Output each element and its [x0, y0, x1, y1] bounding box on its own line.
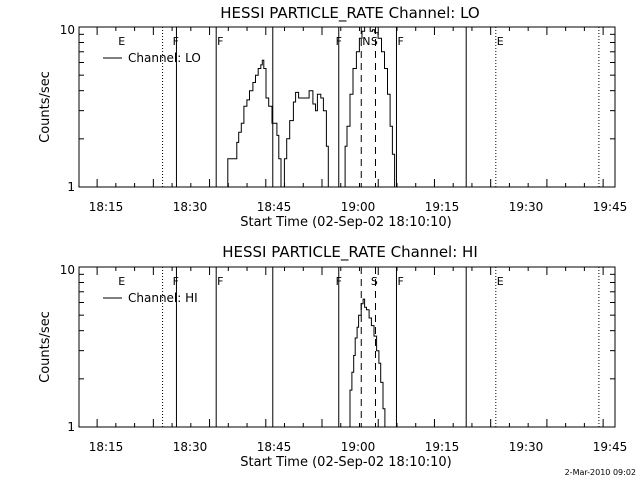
- flag-label: S: [371, 35, 378, 48]
- x-tick-label: 19:30: [509, 440, 544, 454]
- x-tick-label: 18:15: [89, 440, 124, 454]
- flag-label: E: [497, 35, 504, 48]
- flag-label: E: [118, 35, 125, 48]
- flag-label: F: [173, 275, 179, 288]
- x-tick-label: 19:45: [593, 200, 628, 214]
- x-tick-label: 19:15: [425, 200, 460, 214]
- x-tick-label: 19:15: [425, 440, 460, 454]
- plot-frame: [78, 26, 616, 188]
- series-line: [348, 298, 386, 428]
- y-tick-label-1: 1: [67, 420, 75, 434]
- panel-lo-chart: HESSI PARTICLE_RATE Channel: LO Counts/s…: [38, 4, 627, 230]
- chart-title: HESSI PARTICLE_RATE Channel: LO: [220, 4, 479, 23]
- y-axis-label: Counts/sec: [38, 71, 53, 143]
- panel-hi-chart: HESSI PARTICLE_RATE Channel: HI Counts/s…: [38, 243, 627, 470]
- flag-label: E: [118, 275, 125, 288]
- flag-label: S: [371, 275, 378, 288]
- x-tick-label: 18:30: [173, 440, 208, 454]
- x-tick-label: 19:30: [509, 200, 544, 214]
- flag-label: F: [217, 35, 223, 48]
- plot-frame: [78, 266, 616, 428]
- x-tick-label: 18:15: [89, 200, 124, 214]
- chart-title: HESSI PARTICLE_RATE Channel: HI: [222, 243, 478, 262]
- flag-label: F: [397, 275, 403, 288]
- y-tick-label-10: 10: [60, 23, 75, 37]
- flag-label: F: [336, 275, 342, 288]
- x-tick-label: 18:45: [257, 440, 292, 454]
- y-tick-label-1: 1: [67, 180, 75, 194]
- flag-label: E: [497, 275, 504, 288]
- x-tick-label: 18:45: [257, 200, 292, 214]
- flag-label: F: [217, 275, 223, 288]
- x-tick-label: 19:00: [341, 440, 376, 454]
- x-axis-label: Start Time (02-Sep-02 18:10:10): [240, 455, 451, 470]
- flag-label: F: [173, 35, 179, 48]
- x-tick-label: 19:00: [341, 200, 376, 214]
- x-tick-label: 18:30: [173, 200, 208, 214]
- legend-label: Channel: LO: [128, 51, 201, 65]
- plot-timestamp: 2-Mar-2010 09:02: [565, 468, 636, 477]
- y-axis-label: Counts/sec: [38, 311, 53, 383]
- x-axis-label: Start Time (02-Sep-02 18:10:10): [240, 215, 451, 230]
- flag-label: F: [336, 35, 342, 48]
- series-line: [226, 26, 396, 188]
- flag-label: F: [397, 35, 403, 48]
- x-tick-label: 19:45: [593, 440, 628, 454]
- flag-label: N: [362, 35, 370, 48]
- y-tick-label-10: 10: [60, 263, 75, 277]
